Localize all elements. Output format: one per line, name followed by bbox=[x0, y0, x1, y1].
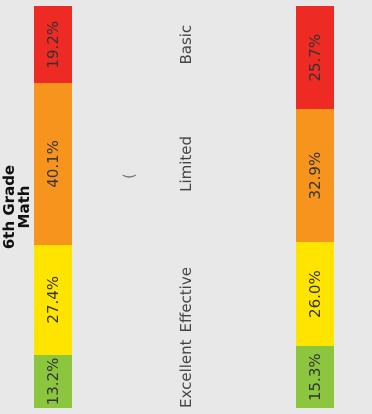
chart-title-math: 6th Grade Math bbox=[0, 0, 33, 414]
bar-value-label-limited: 40.1% bbox=[44, 140, 62, 188]
bar-segment-excellent: 13.2% bbox=[34, 354, 72, 408]
bar-segment-excellent: 15.3% bbox=[296, 346, 334, 408]
bar-value-label-excellent: 15.3% bbox=[306, 353, 324, 402]
bar-segment-limited: 40.1% bbox=[34, 83, 72, 245]
bar-value-label-effective: 27.4% bbox=[44, 275, 62, 324]
bar-value-label-excellent: 13.2% bbox=[44, 357, 62, 406]
bar-value-label-basic: 19.2% bbox=[44, 20, 62, 69]
bar-segment-limited: 32.9% bbox=[296, 109, 334, 242]
bar-segment-basic: 19.2% bbox=[34, 6, 72, 84]
level-label-effective: Effective bbox=[177, 267, 195, 333]
level-label-basic: Basic bbox=[177, 24, 195, 65]
middle-marker: ( bbox=[120, 173, 138, 179]
chart-title-math-line-2: Math bbox=[15, 185, 33, 229]
bar-value-label-basic: 25.7% bbox=[306, 33, 324, 82]
bar-value-label-effective: 26.0% bbox=[306, 270, 324, 318]
bar-segment-basic: 25.7% bbox=[296, 6, 334, 110]
bar-value-label-limited: 32.9% bbox=[306, 151, 324, 200]
bar-segment-effective: 26.0% bbox=[296, 241, 334, 347]
level-label-limited: Limited bbox=[177, 135, 195, 192]
bar-segment-effective: 27.4% bbox=[34, 244, 72, 355]
level-label-excellent: Excellent bbox=[177, 339, 195, 408]
